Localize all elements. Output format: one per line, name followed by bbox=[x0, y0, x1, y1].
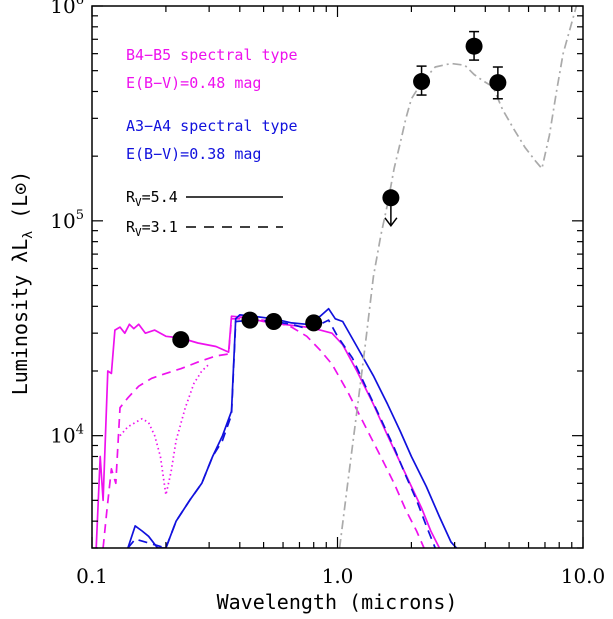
legend-label-rv54: RV=5.4 bbox=[126, 188, 178, 209]
data-point-2 bbox=[265, 312, 283, 330]
data-point-7 bbox=[489, 74, 507, 92]
data-point-3 bbox=[305, 314, 323, 332]
data-point-1 bbox=[241, 311, 259, 329]
series-gray-sed bbox=[338, 6, 578, 548]
y-tick-exponent: 6 bbox=[76, 0, 84, 8]
data-point-5 bbox=[413, 73, 431, 91]
legend-label-rv31: RV=3.1 bbox=[126, 218, 178, 239]
data-point-4 bbox=[382, 189, 400, 207]
x-tick-label-2: 10.0 bbox=[561, 564, 606, 588]
x-tick-label-0: 0.1 bbox=[76, 564, 108, 588]
data-point-0 bbox=[172, 331, 190, 349]
y-axis-label-sub: λ bbox=[21, 231, 36, 239]
svg-text:Luminosity λLλ (L⊙): Luminosity λLλ (L⊙) bbox=[8, 171, 36, 396]
y-tick-base: 10 bbox=[50, 424, 75, 448]
y-axis-label: Luminosity λLλ (L⊙) bbox=[8, 171, 36, 396]
upper-limit-arrow-4 bbox=[384, 217, 398, 228]
annotation-a-extinction: E(B−V)=0.38 mag bbox=[126, 145, 261, 163]
annotation-a-spectral-type: A3−A4 spectral type bbox=[126, 117, 298, 135]
annotation-b-extinction: E(B−V)=0.48 mag bbox=[126, 74, 261, 92]
y-tick-label-1: 105 bbox=[50, 208, 84, 233]
y-axis-label-unit: (L⊙) bbox=[8, 171, 32, 219]
annotation-b-spectral-type: B4−B5 spectral type bbox=[126, 46, 298, 64]
y-tick-base: 10 bbox=[50, 209, 75, 233]
y-tick-label-2: 106 bbox=[50, 0, 84, 18]
x-axis-label: Wavelength (microns) bbox=[217, 590, 458, 614]
series-magenta-rv31-dotted bbox=[119, 363, 210, 496]
legend: RV=5.4 RV=3.1 bbox=[126, 188, 283, 239]
series-blue-rv31 bbox=[127, 319, 436, 548]
data-point-6 bbox=[465, 37, 483, 55]
x-tick-label-1: 1.0 bbox=[322, 564, 354, 588]
y-axis-label-main: Luminosity λL bbox=[8, 239, 32, 396]
y-tick-exponent: 4 bbox=[76, 423, 84, 438]
y-tick-base: 10 bbox=[50, 0, 75, 18]
y-tick-label-0: 104 bbox=[50, 423, 84, 448]
series-magenta-rv54 bbox=[95, 315, 441, 548]
y-tick-exponent: 5 bbox=[76, 208, 84, 223]
points-layer bbox=[172, 30, 507, 349]
series-magenta-rv31 bbox=[102, 317, 425, 548]
